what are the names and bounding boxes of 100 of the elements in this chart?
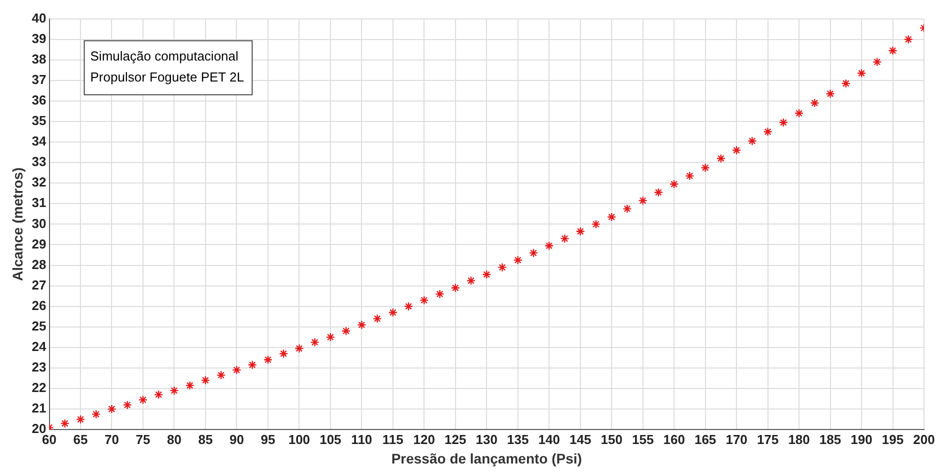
point <box>841 78 850 88</box>
x-tick-label: 180 <box>788 432 810 447</box>
point <box>200 376 210 385</box>
point <box>810 98 820 108</box>
y-tick-label: 23 <box>32 360 46 375</box>
point <box>216 370 226 380</box>
point <box>763 127 772 136</box>
x-tick-label: 115 <box>382 432 404 447</box>
point <box>60 418 70 428</box>
annotation: Propulsor Foguete PET 2L <box>90 69 244 84</box>
x-tick-label: 160 <box>663 432 685 447</box>
point <box>748 136 757 146</box>
x-tick-label: 145 <box>570 432 592 447</box>
point <box>185 380 194 390</box>
y-tick-label: 32 <box>32 174 46 190</box>
point <box>466 276 476 286</box>
point <box>357 320 366 330</box>
point <box>138 395 148 404</box>
y-tick-label: 36 <box>32 92 46 108</box>
x-tick-label: 150 <box>600 432 622 447</box>
y-tick-label: 27 <box>32 277 46 292</box>
point <box>420 296 429 305</box>
point <box>576 226 585 236</box>
point <box>856 68 866 78</box>
point <box>450 283 460 292</box>
x-tick-label: 165 <box>694 432 716 447</box>
x-tick-label: 75 <box>136 432 150 447</box>
point <box>92 410 101 419</box>
y-tick-label: 34 <box>32 134 48 149</box>
point <box>170 386 179 396</box>
point <box>622 204 632 214</box>
point <box>544 241 554 250</box>
point <box>326 332 336 342</box>
point <box>154 390 164 400</box>
point <box>654 188 664 197</box>
y-tick-label: 40 <box>32 10 46 26</box>
point <box>904 34 913 44</box>
point <box>669 180 679 189</box>
point <box>888 46 898 56</box>
y-tick-label: 26 <box>32 298 46 313</box>
x-tick-label: 110 <box>351 432 372 447</box>
point <box>498 262 507 272</box>
point <box>700 163 710 172</box>
point <box>232 365 242 375</box>
x-tick-label: 90 <box>229 432 244 447</box>
point <box>278 349 288 358</box>
point <box>591 220 601 229</box>
point <box>638 196 648 206</box>
x-tick-label: 195 <box>882 432 904 447</box>
point <box>76 414 86 424</box>
point <box>513 256 522 265</box>
point <box>606 212 616 222</box>
y-tick-label: 22 <box>32 380 46 396</box>
point <box>794 108 804 118</box>
point <box>388 308 398 318</box>
point <box>685 171 694 181</box>
x-tick-label: 170 <box>726 432 748 447</box>
x-tick-label: 125 <box>444 432 466 447</box>
point <box>248 360 257 370</box>
y-tick-label: 37 <box>32 72 46 87</box>
x-tick-label: 95 <box>260 432 276 447</box>
y-tick-label: 35 <box>32 113 46 128</box>
x-tick-label: 155 <box>632 432 654 447</box>
y-tick-label: 33 <box>32 154 46 170</box>
point <box>732 146 742 155</box>
y-axis-title: Alcance (metros) <box>9 167 26 281</box>
point <box>716 154 726 164</box>
x-tick-label: 175 <box>756 432 779 447</box>
y-tick-label: 28 <box>32 256 46 272</box>
point <box>107 404 116 414</box>
x-tick-label: 130 <box>476 432 498 447</box>
x-tick-label: 65 <box>73 432 88 447</box>
point <box>294 344 304 354</box>
y-tick-label: 21 <box>32 400 46 416</box>
y-tick-label: 30 <box>32 216 46 231</box>
x-tick-label: 140 <box>538 432 560 447</box>
point <box>404 302 414 311</box>
x-tick-label: 70 <box>104 432 119 447</box>
point <box>263 355 273 364</box>
x-axis-title: Pressão de lançamento (Psi) <box>391 450 582 466</box>
y-tick-label: 31 <box>32 195 46 210</box>
y-tick-label: 24 <box>32 339 48 354</box>
x-tick-label: 100 <box>288 432 310 447</box>
y-tick-label: 25 <box>32 318 46 334</box>
x-tick-label: 135 <box>507 432 529 447</box>
point <box>482 270 492 280</box>
x-tick-label: 85 <box>198 432 213 447</box>
point <box>122 400 132 410</box>
point <box>528 248 538 258</box>
y-tick-label: 39 <box>32 30 46 46</box>
x-tick-label: 120 <box>413 432 435 447</box>
annotation: Simulação computacional <box>90 48 239 64</box>
point <box>341 326 351 336</box>
point <box>372 314 382 324</box>
point <box>435 289 444 299</box>
point <box>826 89 835 98</box>
x-tick-label: 200 <box>913 432 935 447</box>
point <box>778 118 788 128</box>
x-tick-label: 80 <box>166 432 182 447</box>
x-tick-label: 105 <box>320 432 342 447</box>
